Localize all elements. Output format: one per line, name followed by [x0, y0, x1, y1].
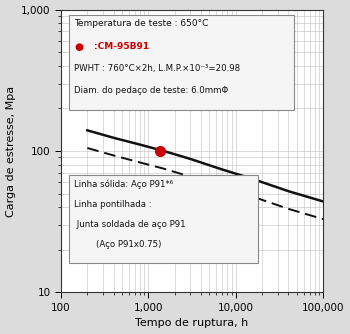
Text: (Aço P91x0.75): (Aço P91x0.75) [74, 240, 161, 249]
Text: Diam. do pedaço de teste: 6.0mmΦ: Diam. do pedaço de teste: 6.0mmΦ [74, 86, 229, 95]
Text: ●: ● [74, 41, 83, 51]
Text: Junta soldada de aço P91: Junta soldada de aço P91 [74, 220, 186, 229]
X-axis label: Tempo de ruptura, h: Tempo de ruptura, h [135, 318, 249, 328]
FancyBboxPatch shape [69, 15, 294, 110]
Y-axis label: Carga de estresse, Mpa: Carga de estresse, Mpa [6, 86, 15, 216]
Text: Linha sólida: Aço P91*⁶: Linha sólida: Aço P91*⁶ [74, 179, 173, 189]
Text: Linha pontilhada :: Linha pontilhada : [74, 200, 152, 209]
Text: Temperatura de teste : 650°C: Temperatura de teste : 650°C [74, 19, 209, 28]
Text: PWHT : 760°C×2h, L.M.P.×10⁻³=20.98: PWHT : 760°C×2h, L.M.P.×10⁻³=20.98 [74, 63, 240, 72]
Text: :CM-95B91: :CM-95B91 [94, 41, 149, 50]
FancyBboxPatch shape [69, 175, 258, 263]
